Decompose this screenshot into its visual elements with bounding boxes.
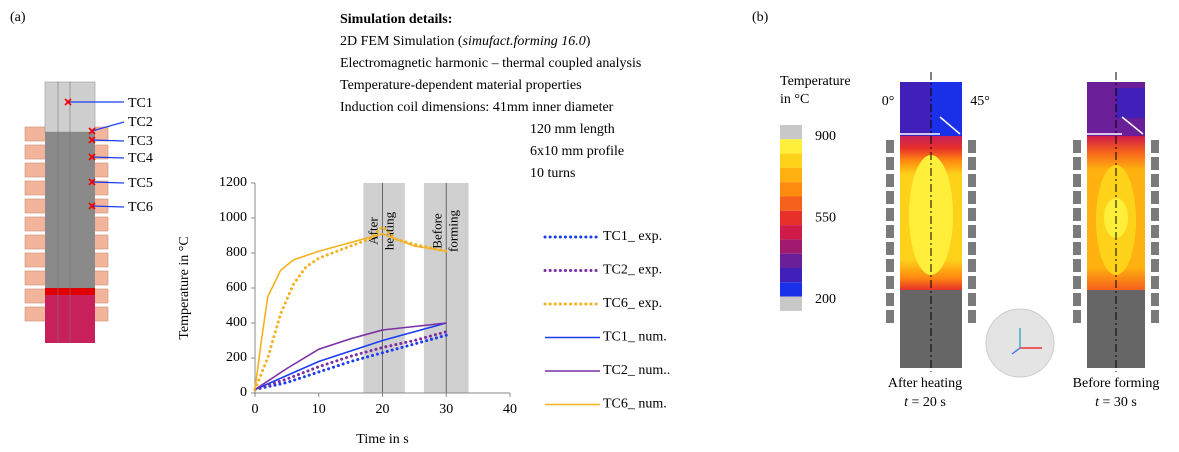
y-tick-label: 400 bbox=[226, 315, 247, 330]
colorbar-title: in °C bbox=[780, 92, 809, 107]
contour-plots: 0° 45° After heating t = 20 s Before for… bbox=[882, 72, 1160, 410]
x-tick-label: 20 bbox=[376, 402, 390, 417]
y-tick-label: 200 bbox=[226, 350, 247, 365]
colorbar-swatch bbox=[780, 253, 802, 268]
tc-label: TC6 bbox=[128, 200, 153, 215]
annotation-line-text: heating bbox=[381, 211, 396, 250]
tc-label: TC5 bbox=[128, 176, 153, 191]
text: 2D FEM Simulation ( bbox=[340, 34, 463, 49]
y-tick-label: 1000 bbox=[219, 210, 247, 225]
colorbar-swatch bbox=[780, 139, 802, 154]
x-axis-title: Time in s bbox=[356, 432, 408, 447]
caption: Before forming bbox=[1073, 376, 1160, 391]
line-chart: Afterheating Beforeforming020040060080010… bbox=[177, 175, 670, 447]
details-line: 10 turns bbox=[530, 166, 576, 181]
caption: t = 30 s bbox=[1095, 395, 1137, 410]
legend-label: TC6_ num. bbox=[603, 397, 667, 412]
series-line bbox=[254, 322, 447, 391]
text: ) bbox=[586, 34, 591, 49]
legend-label: TC1_ num. bbox=[603, 330, 667, 345]
text: simufact.forming 16.0 bbox=[463, 34, 586, 49]
x-tick-label: 10 bbox=[312, 402, 326, 417]
colorbar: Temperature in °C 900 550 200 bbox=[780, 74, 851, 311]
details-line: 6x10 mm profile bbox=[530, 144, 624, 159]
colorbar-tick-label: 200 bbox=[815, 292, 836, 307]
colorbar-tick-label: 900 bbox=[815, 129, 836, 144]
text: = 30 s bbox=[1099, 395, 1137, 410]
details-title: Simulation details: bbox=[340, 12, 452, 27]
details-line: Electromagnetic harmonic – thermal coupl… bbox=[340, 56, 641, 71]
tc-label: TC3 bbox=[128, 134, 153, 149]
details-line: Temperature-dependent material propertie… bbox=[340, 78, 582, 93]
legend-label: TC2_ exp. bbox=[603, 263, 662, 278]
details-line: 120 mm length bbox=[530, 122, 615, 137]
series-line bbox=[254, 322, 447, 391]
annotation-line-text: forming bbox=[445, 210, 460, 252]
colorbar-tick-label: 550 bbox=[815, 211, 836, 226]
colorbar-swatch bbox=[780, 167, 802, 183]
x-tick-label: 0 bbox=[252, 402, 259, 417]
colorbar-swatch bbox=[780, 182, 802, 197]
colorbar-swatch bbox=[780, 153, 802, 168]
tc-label: TC4 bbox=[128, 151, 153, 166]
colorbar-swatch bbox=[780, 282, 802, 297]
angle-label: 0° bbox=[882, 94, 895, 109]
y-tick-label: 600 bbox=[226, 280, 247, 295]
caption: After heating bbox=[888, 376, 962, 391]
colorbar-swatch bbox=[780, 196, 802, 211]
colorbar-swatch bbox=[780, 268, 802, 283]
text: = 20 s bbox=[908, 395, 946, 410]
series-line bbox=[254, 232, 447, 390]
colorbar-title: Temperature bbox=[780, 74, 851, 89]
colorbar-swatch bbox=[780, 125, 802, 140]
y-tick-label: 0 bbox=[240, 385, 247, 400]
annotation: Beforeforming bbox=[429, 210, 460, 252]
legend-label: TC1_ exp. bbox=[603, 229, 662, 244]
details-line: 2D FEM Simulation (simufact.forming 16.0… bbox=[340, 34, 591, 49]
colorbar-swatch bbox=[780, 296, 802, 311]
series-line bbox=[253, 224, 448, 391]
annotation-line-text: Before bbox=[429, 213, 444, 249]
colorbar-swatch bbox=[780, 225, 802, 240]
x-tick-label: 30 bbox=[439, 402, 453, 417]
caption: t = 20 s bbox=[904, 395, 946, 410]
y-tick-label: 800 bbox=[226, 245, 247, 260]
tc-label: TC2 bbox=[128, 115, 153, 130]
panel-label: (b) bbox=[752, 10, 769, 25]
series-line bbox=[253, 330, 448, 391]
panel-label: (a) bbox=[10, 10, 26, 25]
legend-label: TC6_ exp. bbox=[603, 296, 662, 311]
text: t bbox=[1095, 395, 1100, 410]
colorbar-swatch bbox=[780, 210, 802, 226]
colorbar-swatch bbox=[780, 239, 802, 254]
y-tick-label: 1200 bbox=[219, 175, 247, 190]
x-tick-label: 40 bbox=[503, 402, 517, 417]
highlight-band bbox=[363, 183, 405, 393]
details: Simulation details: 2D FEM Simulation (s… bbox=[340, 12, 641, 181]
schematic: TC1 TC2 TC3 TC4 TC5 TC6 bbox=[24, 81, 153, 343]
angle-label: 45° bbox=[970, 94, 990, 109]
text: t bbox=[904, 395, 909, 410]
details-line: Induction coil dimensions: 41mm inner di… bbox=[340, 100, 614, 115]
legend-label: TC2_ num.. bbox=[603, 363, 670, 378]
tc-label: TC1 bbox=[128, 96, 153, 111]
y-axis-title: Temperature in °C bbox=[177, 236, 192, 339]
